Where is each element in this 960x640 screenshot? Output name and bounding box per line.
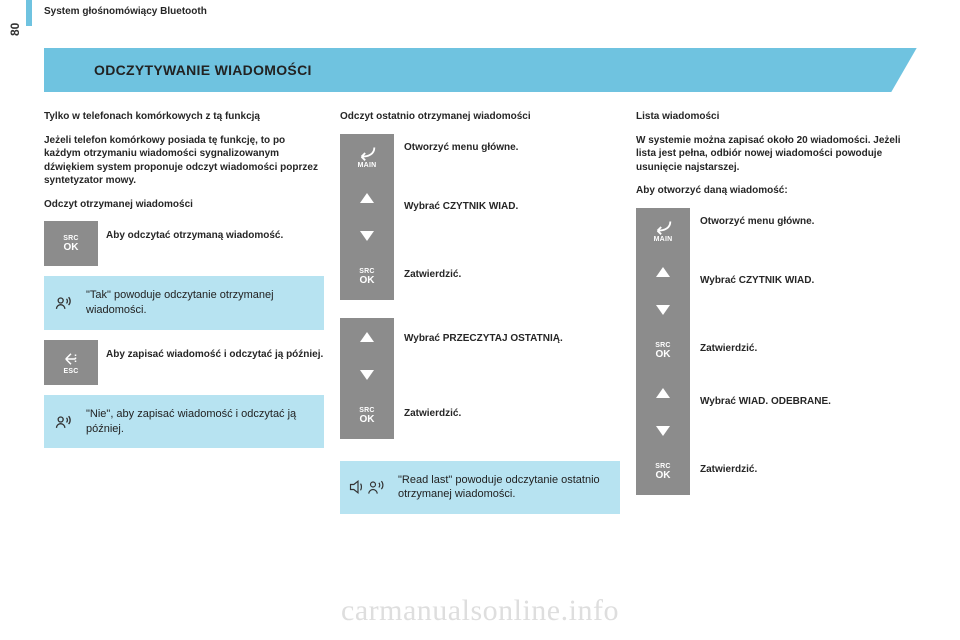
header-label: System głośnomówiący Bluetooth	[44, 6, 207, 17]
src-ok-button: SRC OK	[636, 450, 690, 495]
col2-l3: Zatwierdzić.	[404, 255, 518, 300]
col2-l1: Otworzyć menu główne.	[404, 134, 518, 179]
down-button	[636, 412, 690, 450]
src-ok-button: SRC OK	[340, 394, 394, 439]
triangle-down-icon	[358, 229, 376, 243]
ok-label: OK	[656, 349, 671, 360]
col1-hint2-text: "Nie", aby zapisać wiadomość i odczytać …	[86, 408, 296, 435]
column-1: Tylko w telefonach komórkowych z tą funk…	[44, 110, 324, 514]
col2-panel1-buttons: MAIN SRC OK	[340, 134, 394, 300]
main-label: MAIN	[358, 162, 377, 169]
main-button: MAIN	[636, 208, 690, 253]
src-label: SRC	[63, 235, 78, 242]
src-label: SRC	[655, 463, 670, 470]
esc-label: ESC	[64, 368, 79, 375]
col3-l5: Zatwierdzić.	[700, 450, 831, 495]
col2-heading: Odczyt ostatnio otrzymanej wiadomości	[340, 110, 620, 124]
header-tab	[26, 0, 32, 26]
col3-panel-buttons: MAIN SRC OK SRC	[636, 208, 690, 495]
back-arrow-icon	[356, 144, 378, 162]
down-button	[340, 356, 394, 394]
triangle-up-icon	[654, 386, 672, 400]
esc-icon	[62, 350, 80, 368]
col1-p3: Odczyt otrzymanej wiadomości	[44, 198, 324, 212]
ok-label: OK	[64, 242, 79, 253]
src-ok-button: SRC OK	[340, 255, 394, 300]
triangle-up-icon	[358, 191, 376, 205]
col2-panel2-labels: Wybrać PRZECZYTAJ OSTATNIĄ. Zatwierdzić.	[404, 318, 563, 439]
src-ok-button: SRC OK	[636, 329, 690, 374]
src-label: SRC	[359, 268, 374, 275]
ok-label: OK	[656, 470, 671, 481]
speak-icon	[54, 293, 74, 313]
col2-panel1-labels: Otworzyć menu główne. Wybrać CZYTNIK WIA…	[404, 134, 518, 300]
up-button	[636, 253, 690, 291]
col1-row-srcok: SRC OK Aby odczytać otrzymaną wiadomość.	[44, 221, 324, 266]
col3-l2: Wybrać CZYTNIK WIAD.	[700, 253, 831, 329]
col3-panel-labels: Otworzyć menu główne. Wybrać CZYTNIK WIA…	[700, 208, 831, 495]
triangle-down-icon	[654, 424, 672, 438]
back-arrow-icon	[652, 218, 674, 236]
col3-p1: W systemie można zapisać około 20 wiadom…	[636, 134, 916, 175]
esc-button: ESC	[44, 340, 98, 385]
col2-hint: "Read last" powoduje odczytanie ostatnio…	[340, 461, 620, 515]
col2-panel2-buttons: SRC OK	[340, 318, 394, 439]
up-button	[340, 179, 394, 217]
col1-p1: Tylko w telefonach komórkowych z tą funk…	[44, 110, 324, 124]
watermark: carmanualsonline.info	[0, 594, 960, 628]
triangle-down-icon	[654, 303, 672, 317]
col2-hint-text: "Read last" powoduje odczytanie ostatnio…	[398, 474, 600, 501]
col1-p2: Jeżeli telefon komórkowy posiada tę funk…	[44, 134, 324, 188]
col2-l2: Wybrać CZYTNIK WIAD.	[404, 179, 518, 255]
col3-l4: Wybrać WIAD. ODEBRANE.	[700, 374, 831, 450]
triangle-up-icon	[358, 330, 376, 344]
triangle-up-icon	[654, 265, 672, 279]
up-button	[636, 374, 690, 412]
col3-p2: Aby otworzyć daną wiadomość:	[636, 184, 916, 198]
col3-panel: MAIN SRC OK SRC	[636, 208, 916, 495]
col2-l5: Zatwierdzić.	[404, 394, 563, 439]
title-banner: ODCZYTYWANIE WIADOMOŚCI	[44, 48, 922, 92]
col1-hint1: "Tak" powoduje odczytanie otrzymanej wia…	[44, 276, 324, 330]
col3-l1: Otworzyć menu główne.	[700, 208, 831, 253]
col3-l3: Zatwierdzić.	[700, 329, 831, 374]
down-button	[340, 217, 394, 255]
col1-hint1-text: "Tak" powoduje odczytanie otrzymanej wia…	[86, 289, 274, 316]
src-label: SRC	[655, 342, 670, 349]
page-number: 80	[8, 23, 22, 36]
col2-l4: Wybrać PRZECZYTAJ OSTATNIĄ.	[404, 318, 563, 394]
col3-heading: Lista wiadomości	[636, 110, 916, 124]
banner-slant	[891, 48, 952, 92]
col1-row-esc: ESC Aby zapisać wiadomość i odczytać ją …	[44, 340, 324, 385]
col2-panel-1: MAIN SRC OK Otworzyć menu główne. Wybrać…	[340, 134, 620, 300]
main-button: MAIN	[340, 134, 394, 179]
triangle-down-icon	[358, 368, 376, 382]
page-title: ODCZYTYWANIE WIADOMOŚCI	[94, 62, 312, 78]
col1-hint2: "Nie", aby zapisać wiadomość i odczytać …	[44, 395, 324, 449]
up-button	[340, 318, 394, 356]
src-ok-button: SRC OK	[44, 221, 98, 266]
src-label: SRC	[359, 407, 374, 414]
sound-speak-icon	[348, 476, 388, 498]
speak-icon	[54, 412, 74, 432]
main-label: MAIN	[654, 236, 673, 243]
col1-row2-text: Aby zapisać wiadomość i odczytać ją późn…	[106, 340, 323, 361]
col1-row1-text: Aby odczytać otrzymaną wiadomość.	[106, 221, 283, 242]
column-2: Odczyt ostatnio otrzymanej wiadomości MA…	[340, 110, 620, 514]
ok-label: OK	[360, 275, 375, 286]
ok-label: OK	[360, 414, 375, 425]
content-area: Tylko w telefonach komórkowych z tą funk…	[44, 110, 922, 514]
down-button	[636, 291, 690, 329]
col2-panel-2: SRC OK Wybrać PRZECZYTAJ OSTATNIĄ. Zatwi…	[340, 318, 620, 439]
column-3: Lista wiadomości W systemie można zapisa…	[636, 110, 916, 514]
